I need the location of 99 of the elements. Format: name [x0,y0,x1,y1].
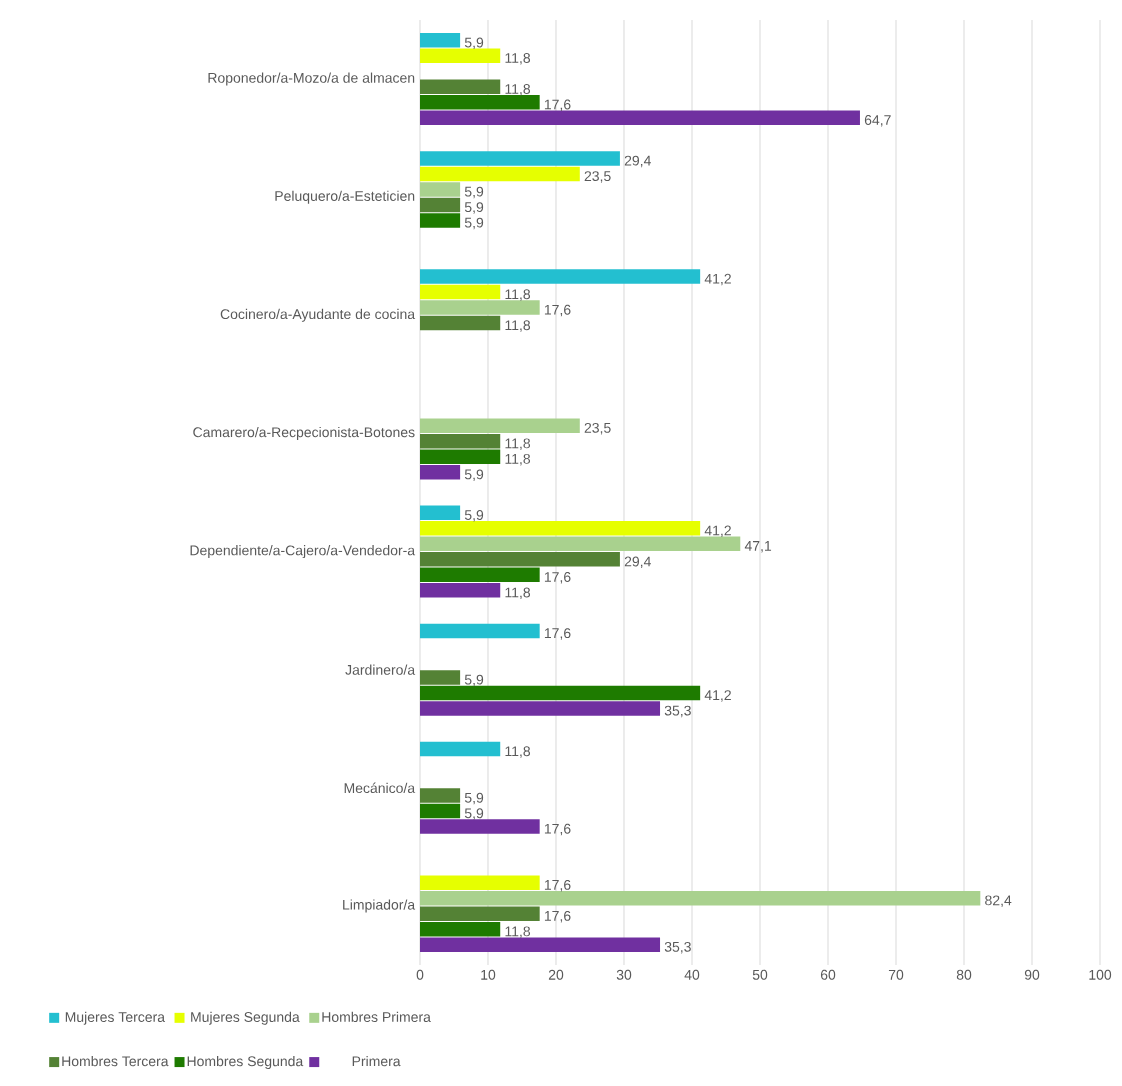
data-label: 17,6 [544,823,571,836]
data-label: 35,3 [664,941,691,954]
bar [420,921,501,937]
y-tick-label: Peluquero/a-Esteticien [275,190,415,204]
bar [420,48,501,64]
data-label: 5,9 [464,469,484,481]
bar [420,937,661,952]
bar [420,906,540,921]
bar [420,536,741,552]
y-tick-label: Dependiente/a-Cajero/a-Vendedor-a [190,545,416,559]
data-label: 17,6 [544,910,571,923]
data-label: 11,8 [505,84,531,96]
bar [420,521,701,536]
data-label: 11,8 [505,320,531,332]
data-label: 64,7 [864,115,891,127]
data-label: 17,6 [544,879,571,892]
data-label: 17,6 [544,304,571,317]
data-label: 35,3 [664,705,691,718]
data-label: 47,1 [744,541,772,553]
bar [420,803,461,819]
data-label: 17,6 [544,572,571,584]
legend-label: Mujeres Tercera [65,1011,166,1025]
x-tick-label: 10 [481,969,496,980]
bar [420,33,461,48]
bar [420,623,540,639]
bar [420,166,580,182]
bar [420,552,620,567]
x-tick-label: 100 [1089,969,1112,980]
bar [420,197,461,213]
y-tick-label: Roponedor/a-Mozo/a de almacen [208,72,415,86]
bar [420,449,501,464]
data-label: 5,9 [464,510,484,522]
bar [420,284,501,300]
data-label: 17,6 [544,99,571,112]
bar [420,79,501,95]
data-label: 5,9 [464,202,484,214]
bar [420,151,620,166]
x-tick-label: 60 [820,969,836,980]
data-label: 11,8 [505,453,531,466]
data-label: 11,8 [505,746,531,758]
bar [420,890,981,906]
bar [420,418,580,433]
bar [420,433,501,449]
data-label: 82,4 [985,895,1012,907]
data-label: 5,9 [464,674,484,687]
y-tick-label: Cocinero/a-Ayudante de cocina [220,308,416,322]
bar [420,110,860,126]
bar [420,182,461,197]
data-label: 29,4 [624,556,651,569]
bar [420,788,461,803]
bar [420,685,701,701]
legend-label: Mujeres Segunda [191,1011,300,1025]
data-label: 41,2 [704,273,731,286]
bar [420,567,540,583]
data-label: 5,9 [464,808,484,820]
data-label: 5,9 [464,186,484,199]
bar [420,670,461,685]
x-tick-label: 40 [684,969,700,980]
bar [420,300,540,315]
data-label: 11,8 [505,438,531,450]
legend-label: Hombres Segunda [187,1055,304,1069]
data-label: 5,9 [464,792,484,805]
legend-label: Hombres Primera [322,1011,431,1023]
bar [420,464,461,480]
data-label: 11,8 [505,587,531,600]
data-label: 23,5 [584,422,611,435]
y-tick-label: Limpiador/a [343,899,416,913]
x-tick-label: 0 [416,969,424,980]
legend-label: Hombres Tercera [62,1055,169,1067]
legend-label: Primera [352,1055,401,1067]
bar [420,213,461,228]
x-tick-label: 90 [1024,969,1040,980]
x-tick-label: 70 [888,969,904,980]
data-label: 17,6 [544,628,571,640]
data-label: 11,8 [505,53,531,65]
data-label: 23,5 [584,171,611,183]
data-label: 11,8 [505,289,531,301]
x-tick-label: 20 [548,969,564,980]
bar [420,505,461,521]
y-tick-label: Camarero/a-Recpecionista-Botones [193,426,415,440]
x-tick-label: 80 [956,969,972,980]
y-tick-label: Mecánico/a [344,782,416,794]
bar [420,701,661,716]
data-label: 5,9 [464,217,484,230]
data-label: 11,8 [505,926,531,938]
bar [420,875,540,890]
data-label: 29,4 [624,155,651,168]
y-tick-label: Jardinero/a [345,664,416,675]
data-label: 5,9 [464,37,484,50]
x-tick-label: 30 [616,969,632,980]
bar [420,269,701,284]
x-tick-label: 50 [752,969,768,980]
data-label: 41,2 [704,690,731,702]
bar [420,819,540,834]
bar [420,583,501,598]
bar [420,741,501,757]
data-label: 41,2 [704,525,731,538]
bar [420,315,501,331]
bar [420,95,540,110]
